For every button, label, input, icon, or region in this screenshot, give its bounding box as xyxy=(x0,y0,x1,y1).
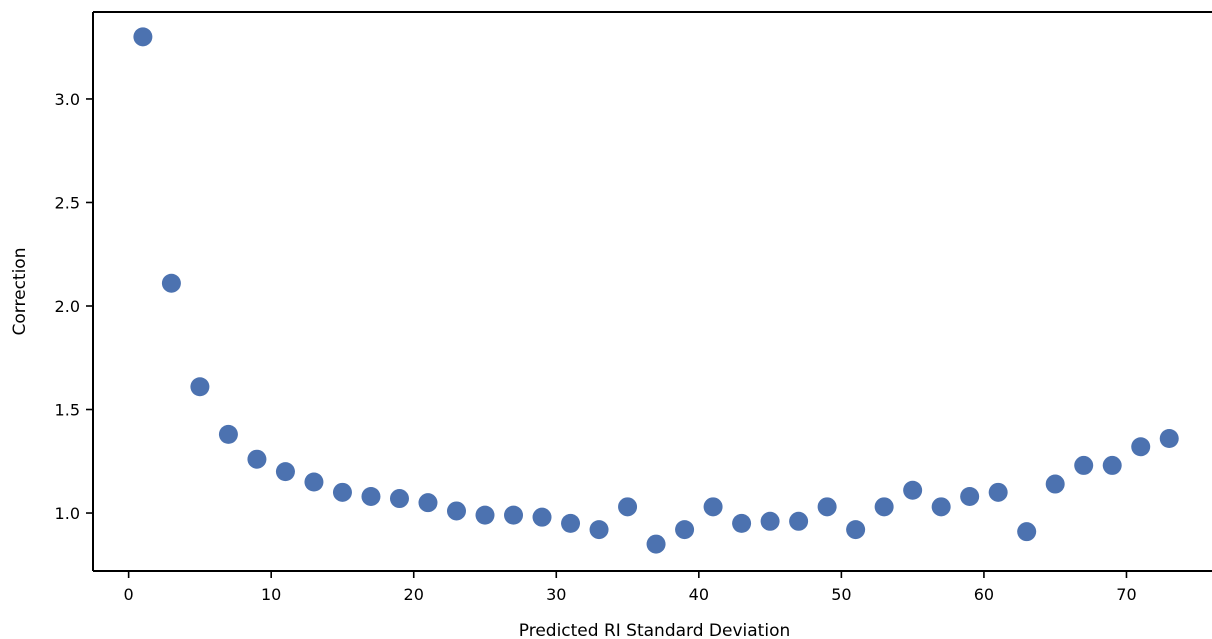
data-point xyxy=(874,497,894,517)
data-point xyxy=(532,507,552,527)
chart-axes xyxy=(92,11,1212,572)
data-point xyxy=(275,462,295,482)
data-point xyxy=(703,497,723,517)
data-point xyxy=(589,520,609,540)
data-point xyxy=(133,27,153,47)
y-tick-label: 1.0 xyxy=(55,504,80,523)
x-tick-label: 70 xyxy=(1116,585,1136,604)
data-point xyxy=(1102,455,1122,475)
data-point xyxy=(618,497,638,517)
data-point xyxy=(332,482,352,502)
data-point xyxy=(1074,455,1094,475)
x-tick-label: 20 xyxy=(404,585,424,604)
data-point xyxy=(218,424,238,444)
data-point xyxy=(190,377,210,397)
x-tick-label: 40 xyxy=(689,585,709,604)
data-point xyxy=(389,489,409,509)
data-point xyxy=(675,520,695,540)
data-point xyxy=(646,534,666,554)
data-point xyxy=(931,497,951,517)
data-point xyxy=(732,513,752,533)
data-point xyxy=(817,497,837,517)
x-tick-label: 60 xyxy=(974,585,994,604)
y-axis-title: Correction xyxy=(10,248,30,336)
x-tick-label: 0 xyxy=(124,585,134,604)
y-tick-label: 2.0 xyxy=(55,297,80,316)
data-point xyxy=(504,505,524,525)
data-point xyxy=(161,273,181,293)
x-tick-label: 50 xyxy=(831,585,851,604)
y-tick-label: 3.0 xyxy=(55,90,80,109)
data-point xyxy=(561,513,581,533)
data-point xyxy=(1045,474,1065,494)
data-point xyxy=(789,511,809,531)
x-tick-label: 10 xyxy=(261,585,281,604)
data-point xyxy=(1159,428,1179,448)
data-point xyxy=(846,520,866,540)
data-point xyxy=(247,449,267,469)
data-point xyxy=(446,501,466,521)
x-axis-title: Predicted RI Standard Deviation xyxy=(519,621,791,639)
data-point xyxy=(475,505,495,525)
x-tick-label: 30 xyxy=(546,585,566,604)
data-point xyxy=(988,482,1008,502)
data-point xyxy=(418,493,438,513)
data-point xyxy=(1131,437,1151,457)
y-axis-ticks: 1.0 1.5 2.0 2.5 3.0 xyxy=(55,90,93,523)
data-point xyxy=(304,472,324,492)
data-point xyxy=(760,511,780,531)
data-points xyxy=(133,27,1179,554)
x-axis-ticks: 0 10 20 30 40 50 60 70 xyxy=(124,571,1137,604)
data-point xyxy=(903,480,923,500)
y-tick-label: 2.5 xyxy=(55,193,80,212)
data-point xyxy=(1017,522,1037,542)
y-tick-label: 1.5 xyxy=(55,401,80,420)
data-point xyxy=(361,486,381,506)
data-point xyxy=(960,486,980,506)
